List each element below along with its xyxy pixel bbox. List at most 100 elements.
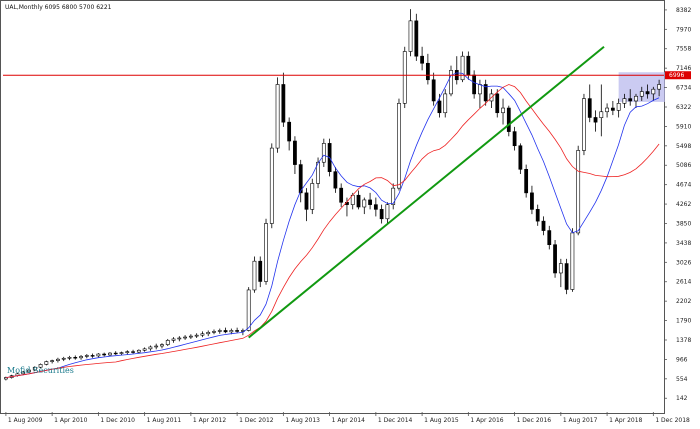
- y-tick-label: 2614: [676, 279, 691, 286]
- candle-body: [44, 361, 49, 365]
- candle-body: [50, 360, 55, 362]
- y-tick-label: 2202: [676, 298, 691, 305]
- candle-body: [310, 183, 315, 210]
- y-tick-label: 8382: [676, 7, 691, 14]
- plot-frame: [0, 0, 665, 414]
- x-tick-label: 1 Aug 2009: [8, 417, 43, 424]
- candle-body: [21, 371, 26, 375]
- candle-body: [541, 220, 546, 231]
- candle-body: [212, 331, 216, 333]
- candle-body: [547, 230, 552, 246]
- candle-body: [223, 330, 228, 333]
- candle-body: [570, 232, 575, 290]
- candle-body: [564, 263, 569, 290]
- candle-body: [483, 84, 488, 102]
- candle-body: [90, 355, 95, 357]
- x-tick-label: 1 Dec 2014: [378, 417, 413, 424]
- resistance-price-label: 6996: [669, 72, 684, 79]
- candle-body: [316, 161, 320, 184]
- x-tick-label: 1 Dec 2010: [100, 417, 135, 424]
- candle-body: [501, 107, 505, 114]
- y-tick-label: 3438: [676, 240, 691, 247]
- y-tick-label: 142: [676, 395, 688, 402]
- y-tick-label: 7558: [676, 46, 691, 53]
- candle-body: [472, 74, 477, 95]
- candle-body: [258, 260, 263, 282]
- y-tick-label: 554: [676, 376, 688, 383]
- candle-body: [264, 223, 268, 282]
- resistance-price-tag: [665, 71, 691, 80]
- candle-body: [119, 352, 124, 354]
- candle-body: [397, 103, 401, 189]
- candle-body: [414, 20, 419, 57]
- y-tick-label: 4674: [676, 182, 691, 189]
- candle-body: [73, 357, 78, 359]
- candle-body: [651, 88, 656, 95]
- candle-body: [356, 194, 361, 208]
- candle-body: [478, 84, 482, 95]
- candle-body: [553, 244, 557, 274]
- candle-body: [379, 209, 384, 220]
- candle-body: [298, 164, 303, 194]
- x-tick-label: 1 Apr 2018: [609, 417, 642, 424]
- y-tick-label: 7146: [676, 65, 691, 72]
- candle-body: [67, 357, 72, 359]
- x-tick-label: 1 Aug 2015: [424, 417, 459, 424]
- candle-body: [142, 348, 147, 351]
- candle-body: [148, 346, 153, 350]
- candle-body: [628, 98, 633, 102]
- candle-body: [466, 55, 471, 76]
- candle-body: [443, 93, 448, 114]
- y-tick-label: 1790: [676, 318, 691, 325]
- candle-body: [512, 131, 517, 147]
- ma-fast-line: [5, 72, 660, 378]
- candle-body: [391, 187, 396, 205]
- candle-body: [188, 335, 193, 338]
- candle-body: [61, 357, 66, 360]
- candle-body: [402, 51, 407, 104]
- candle-body: [610, 107, 615, 111]
- candle-body: [576, 150, 581, 234]
- x-tick-label: 1 Dec 2012: [239, 417, 274, 424]
- candle-body: [616, 103, 621, 111]
- candle-body: [431, 79, 436, 102]
- y-tick-label: 5910: [676, 123, 691, 130]
- candle-body: [32, 366, 37, 371]
- y-tick-label: 5086: [676, 162, 691, 169]
- y-tick-label: 6734: [676, 85, 691, 92]
- candle-body: [165, 340, 170, 345]
- trend-line: [248, 45, 605, 339]
- ma-slow-line: [5, 84, 660, 378]
- candle-body: [27, 369, 31, 373]
- candle-body: [425, 62, 430, 81]
- x-tick-label: 1 Apr 2014: [332, 417, 365, 424]
- y-tick-label: 7970: [676, 26, 691, 33]
- y-tick-label: 1378: [676, 337, 691, 344]
- y-tick-label: 5498: [676, 143, 691, 150]
- candle-body: [252, 260, 257, 291]
- candle-body: [333, 171, 338, 189]
- candle-body: [449, 70, 453, 95]
- candle-body: [599, 111, 604, 118]
- candle-body: [206, 332, 211, 335]
- candle-body: [293, 140, 297, 165]
- candle-body: [269, 147, 274, 224]
- candle-body: [4, 377, 8, 380]
- candle-body: [246, 289, 251, 331]
- candle-body: [558, 263, 563, 274]
- x-tick-label: 1 Aug 2017: [563, 417, 598, 424]
- y-tick-label: 3850: [676, 220, 691, 227]
- y-tick-label: 4262: [676, 201, 691, 208]
- candle-body: [530, 192, 534, 210]
- candle-body: [339, 187, 344, 203]
- candle-body: [177, 337, 182, 340]
- candle-body: [437, 100, 442, 114]
- candle-body: [154, 345, 159, 348]
- candle-body: [183, 336, 187, 339]
- candle-body: [593, 117, 598, 123]
- candle-body: [506, 107, 511, 132]
- candle-body: [217, 330, 222, 332]
- y-tick-label: 966: [676, 356, 688, 363]
